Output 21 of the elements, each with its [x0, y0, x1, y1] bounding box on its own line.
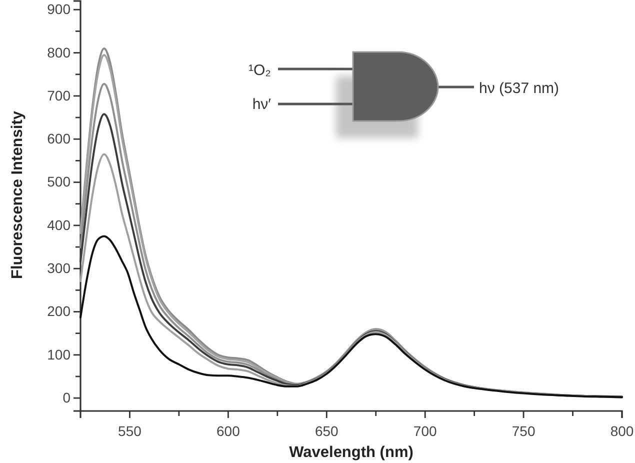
y-tick-label: 600 — [47, 130, 71, 147]
annotation: hν (537 nm) — [479, 80, 560, 97]
x-tick-label: 550 — [118, 422, 142, 439]
y-tick-label: 200 — [47, 303, 71, 320]
y-tick-label: 0 — [62, 390, 71, 406]
y-tick-label: 800 — [47, 44, 71, 60]
y-tick-label: 100 — [47, 346, 71, 362]
x-tick-label: 750 — [512, 422, 536, 439]
x-tick-label: 800 — [610, 422, 634, 439]
y-axis-title: Fluorescence Intensity — [9, 110, 26, 279]
x-tick-label: 600 — [216, 422, 240, 439]
x-tick-label: 650 — [314, 422, 339, 439]
annotation: hν′ — [252, 96, 272, 113]
y-tick-label: 700 — [47, 87, 71, 104]
x-tick-label: 700 — [413, 422, 437, 439]
x-axis-title: Wavelength (nm) — [289, 444, 414, 461]
y-tick-label: 300 — [47, 260, 71, 276]
y-tick-label: 500 — [47, 174, 71, 190]
y-tick-label: 900 — [47, 1, 71, 18]
annotation: ¹O₂ — [248, 62, 272, 79]
y-tick-label: 400 — [47, 216, 71, 233]
